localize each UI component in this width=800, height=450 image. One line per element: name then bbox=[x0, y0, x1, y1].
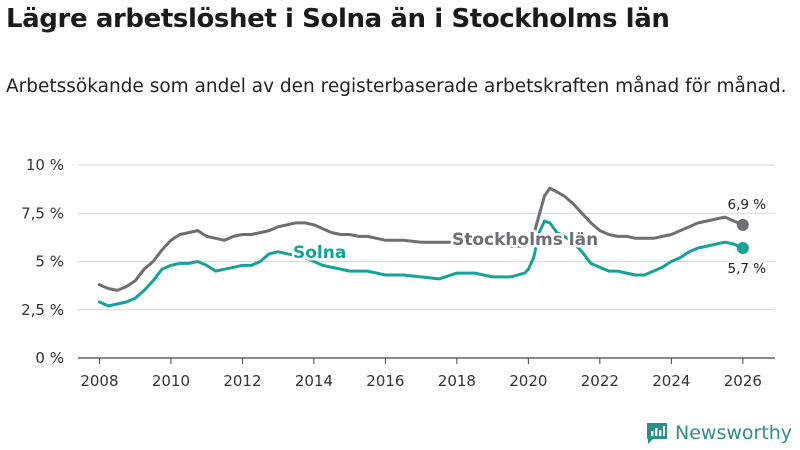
line-chart: 0 % 2,5 % 5 % 7,5 % 10 % 2008 2010 2012 2014 201… bbox=[21, 156, 775, 390]
y-tick-label: 2,5 % bbox=[21, 301, 64, 319]
x-axis: 2008 2010 2012 2014 2016 2018 2020 2022 2024 2026 bbox=[80, 358, 762, 390]
x-tick-label: 2008 bbox=[80, 372, 118, 390]
newsworthy-logo: Newsworthy bbox=[645, 419, 792, 447]
chart-title: Lägre arbetslöshet i Solna än i Stockhol… bbox=[6, 4, 670, 34]
x-tick-label: 2010 bbox=[152, 372, 190, 390]
brand-name: Newsworthy bbox=[675, 422, 793, 444]
y-tick-label: 5 % bbox=[35, 253, 64, 271]
end-value-solna: 5,7 % bbox=[728, 261, 767, 277]
x-tick-label: 2024 bbox=[652, 372, 690, 390]
x-tick-label: 2022 bbox=[581, 372, 619, 390]
x-tick-label: 2014 bbox=[295, 372, 333, 390]
label-layer: Stockholms län Solna 6,9 % 5,7 % bbox=[291, 194, 769, 279]
series-layer bbox=[97, 186, 749, 308]
newsworthy-logo-icon bbox=[647, 423, 667, 444]
grid-layer bbox=[78, 164, 775, 359]
x-tick-label: 2016 bbox=[366, 372, 404, 390]
end-value-stockholm: 6,9 % bbox=[728, 197, 767, 213]
x-tick-label: 2020 bbox=[509, 372, 547, 390]
y-axis: 0 % 2,5 % 5 % 7,5 % 10 % bbox=[21, 156, 64, 367]
series-line-stockholm bbox=[97, 186, 745, 292]
x-tick-label: 2018 bbox=[438, 372, 476, 390]
series-end-marker bbox=[736, 241, 749, 254]
series-line-solna bbox=[97, 219, 745, 308]
series-label-solna: Solna bbox=[293, 243, 346, 263]
chart-subtitle: Arbetssökande som andel av den registerb… bbox=[6, 76, 787, 97]
y-tick-label: 0 % bbox=[35, 349, 64, 367]
series-end-marker bbox=[736, 218, 749, 231]
x-tick-label: 2012 bbox=[223, 372, 261, 390]
y-tick-label: 7,5 % bbox=[21, 204, 64, 222]
x-tick-label: 2026 bbox=[724, 372, 762, 390]
series-label-stockholm: Stockholms län bbox=[452, 230, 598, 250]
y-tick-label: 10 % bbox=[26, 156, 64, 174]
